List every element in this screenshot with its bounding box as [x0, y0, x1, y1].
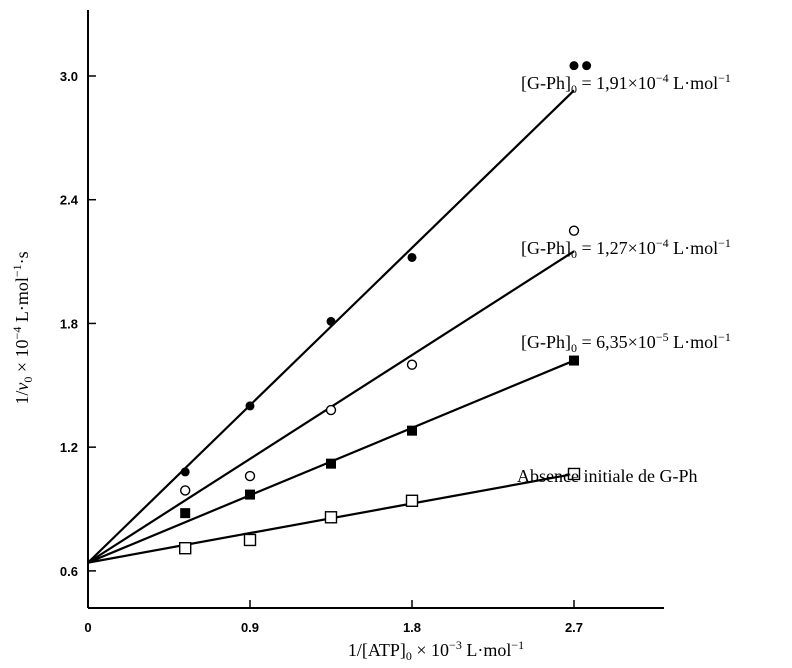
series-label-1-a: [G-Ph] [521, 73, 571, 93]
series-label-4: Absence initiale de G-Ph [517, 466, 697, 486]
series-label-2-b: = 1,27×10 [577, 238, 656, 258]
series-label-2-a: [G-Ph] [521, 238, 571, 258]
y-axis-title-end: ·s [12, 251, 32, 264]
point-s4 [405, 494, 419, 507]
series-label-1-b: = 1,91×10 [577, 73, 656, 93]
point-s3 [407, 425, 417, 436]
series-label-3-b: = 6,35×10 [577, 332, 656, 352]
y-axis-title-sub: 0 [21, 377, 35, 383]
x-axis-title: 1/[ATP]0 × 10−3 L·mol−1 [348, 638, 524, 663]
svg-text:[G-Ph]0 = 1,91×10−4 L·mol−1: [G-Ph]0 = 1,91×10−4 L·mol−1 [521, 71, 731, 96]
point-s2 [179, 485, 191, 496]
series-label-1-sup2: −1 [718, 71, 731, 85]
point-s4 [567, 467, 581, 481]
series-label-3-c: L·mol [669, 332, 719, 352]
series-label-2-c: L·mol [669, 238, 719, 258]
series-label-1-sub: 0 [571, 82, 577, 96]
point-s3 [569, 355, 579, 366]
y-tick-label: 1.8 [60, 316, 78, 331]
x-tick-label: 0 [84, 620, 91, 635]
point-s1 [180, 467, 190, 477]
series-label-2: [G-Ph]0 = 1,27×10−4 L·mol−1 [521, 236, 731, 261]
svg-text:1/[ATP]0 × 10−3 L·mol−1: 1/[ATP]0 × 10−3 L·mol−1 [348, 638, 524, 663]
series-label-2-sup: −4 [656, 236, 669, 250]
point-s3 [326, 458, 336, 469]
x-axis-title-sup: −3 [449, 638, 462, 652]
point-s2 [406, 359, 418, 370]
series-label-1: [G-Ph]0 = 1,91×10−4 L·mol−1 [521, 71, 731, 96]
fit-line-1 [87, 89, 575, 564]
point-s4 [178, 542, 192, 555]
point-s1 [245, 401, 255, 411]
x-axis-title-mid: × 10 [412, 640, 449, 660]
y-axis-title-sup2: −1 [10, 264, 24, 277]
series-label-3-sup: −5 [656, 330, 669, 344]
y-axis-title-pre: 1/ [12, 391, 32, 405]
series-label-3: [G-Ph]0 = 6,35×10−5 L·mol−1 [521, 330, 731, 355]
y-axis-title: 1/v0 × 10−4 L·mol−1·s [10, 251, 35, 404]
x-axis-title-post: L·mol [462, 640, 512, 660]
series-label-2-sup2: −1 [718, 236, 731, 250]
series-label-3-a: [G-Ph] [521, 332, 571, 352]
point-s1 [407, 252, 417, 262]
svg-text:1/v0 × 10−4 L·mol−1·s: 1/v0 × 10−4 L·mol−1·s [10, 251, 35, 404]
x-tick-label: 2.7 [565, 620, 583, 635]
y-axis-title-mid: × 10 [12, 339, 32, 376]
y-tick-label: 3.0 [60, 69, 78, 84]
y-tick-label: 1.2 [60, 440, 78, 455]
point-s2 [244, 470, 256, 482]
y-axis-title-var: v [12, 383, 32, 391]
point-s3 [180, 508, 191, 519]
point-s1 [326, 316, 336, 326]
data-points [178, 61, 592, 555]
point-s4 [243, 533, 257, 547]
point-s3 [245, 489, 255, 500]
series-label-3-sup2: −1 [718, 330, 731, 344]
x-tick-label: 1.8 [403, 620, 421, 635]
x-tick-label: 0.9 [241, 620, 259, 635]
x-axis-title-pre: 1/[ATP] [348, 640, 406, 660]
point-s2 [568, 225, 580, 236]
y-axis-title-post: L·mol [12, 277, 32, 327]
series-label-4-text: Absence initiale de G-Ph [517, 466, 697, 486]
point-s2 [325, 404, 337, 416]
series-label-1-c: L·mol [669, 73, 719, 93]
x-axis-title-sub: 0 [406, 649, 412, 663]
point-s1 [569, 61, 579, 71]
y-axis-title-sup: −4 [10, 327, 24, 340]
svg-text:[G-Ph]0 = 6,35×10−5 L·mol−1: [G-Ph]0 = 6,35×10−5 L·mol−1 [521, 330, 731, 355]
svg-text:[G-Ph]0 = 1,27×10−4 L·mol−1: [G-Ph]0 = 1,27×10−4 L·mol−1 [521, 236, 731, 261]
series-label-3-sub: 0 [571, 341, 577, 355]
y-tick-label: 2.4 [60, 193, 79, 208]
series-label-2-sub: 0 [571, 247, 577, 261]
series-label-1-sup: −4 [656, 71, 669, 85]
y-tick-label: 0.6 [60, 564, 78, 579]
point-s1 [582, 61, 592, 71]
axes: 0 0.9 1.8 2.7 0.6 1.2 1.8 2.4 3.0 [60, 10, 664, 635]
fit-lines [87, 89, 575, 564]
point-s4 [324, 511, 338, 524]
